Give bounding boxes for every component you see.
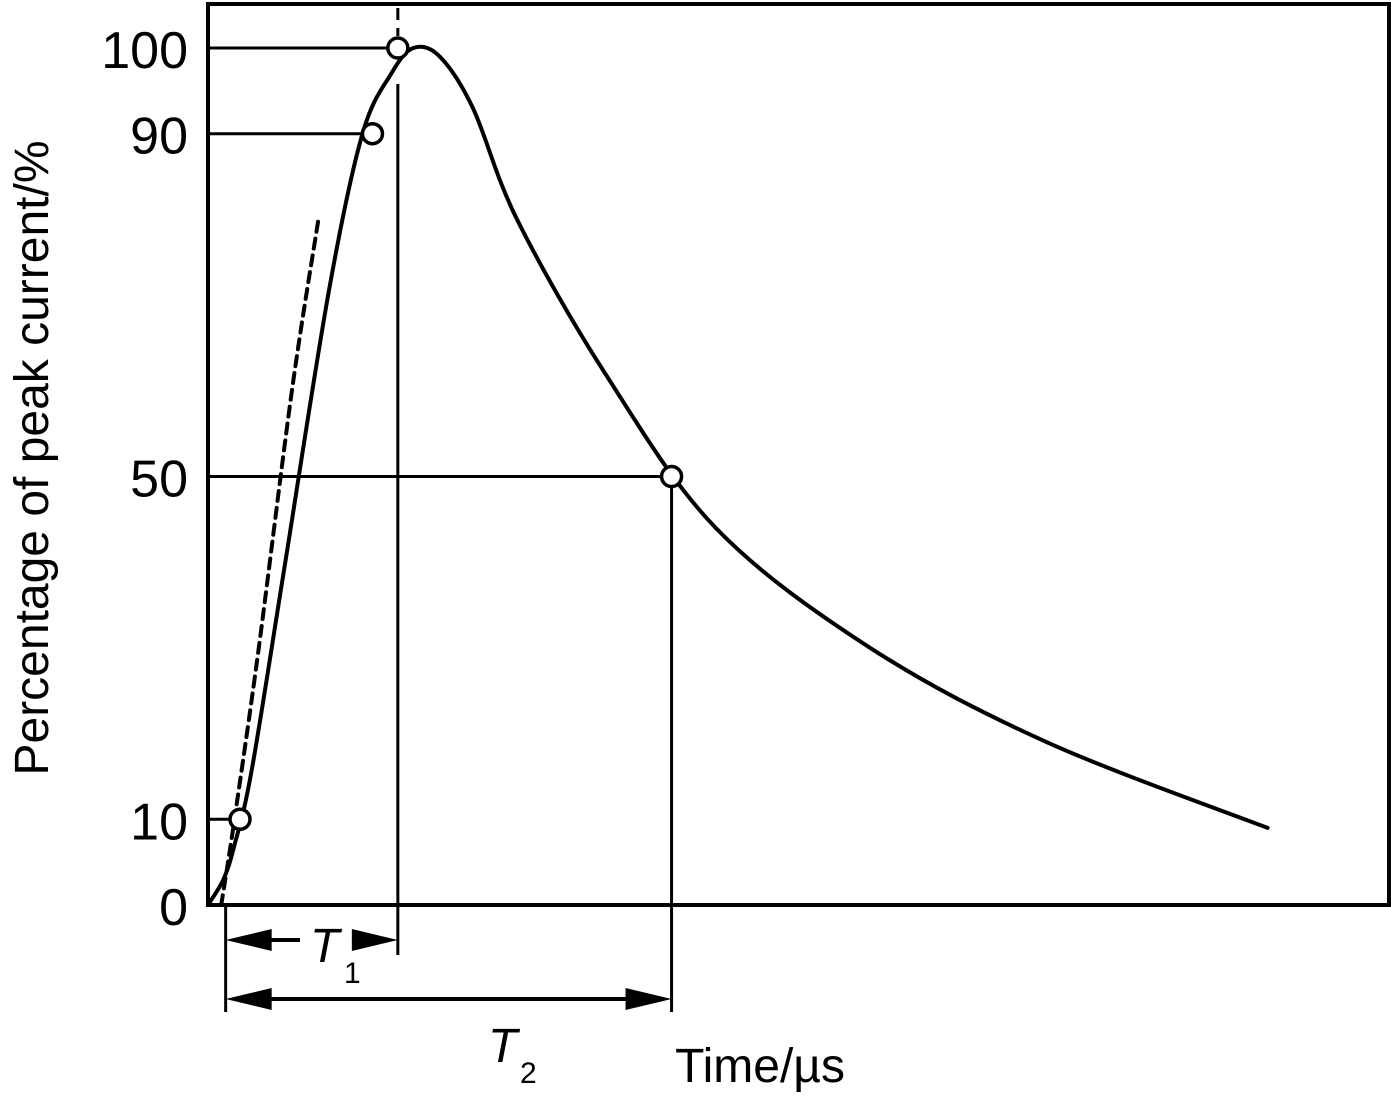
interval-arrow-left — [225, 988, 272, 1010]
series-line-solid — [206, 44, 1270, 907]
y-tick-label: 10 — [130, 793, 188, 851]
interval-label-T1: T — [310, 920, 343, 973]
interval-subscript: 2 — [520, 1057, 537, 1090]
marker-point — [360, 121, 385, 146]
interval-arrow-right — [351, 929, 398, 951]
plot-frame — [206, 2, 1391, 907]
interval-label-T2: T — [488, 1020, 521, 1073]
interval-T2: T2 — [225, 988, 672, 1090]
interval-T1: T1 — [225, 920, 398, 990]
text-layer: 0 10 50 90 100 Percentage of peak current/% Ti… — [6, 22, 845, 1093]
marker-point — [228, 807, 252, 832]
guide-lines — [208, 8, 674, 1012]
x-axis-title: Time/µs — [675, 1040, 845, 1093]
interval-arrow-left — [225, 929, 272, 951]
y-tick-label: 90 — [130, 108, 188, 166]
y-tick-label: 100 — [101, 22, 188, 80]
chart-frame — [206, 2, 1391, 907]
y-tick-label: 50 — [130, 451, 188, 509]
markers-layer — [228, 36, 684, 832]
interval-arrow-right — [625, 988, 672, 1010]
marker-point — [659, 464, 684, 489]
y-tick-label: 0 — [159, 879, 188, 937]
marker-point — [386, 36, 410, 60]
series-line-dashed — [219, 217, 321, 907]
interval-subscript: 1 — [344, 957, 361, 990]
series-layer — [206, 44, 1270, 907]
y-axis-title: Percentage of peak current/% — [6, 140, 59, 775]
